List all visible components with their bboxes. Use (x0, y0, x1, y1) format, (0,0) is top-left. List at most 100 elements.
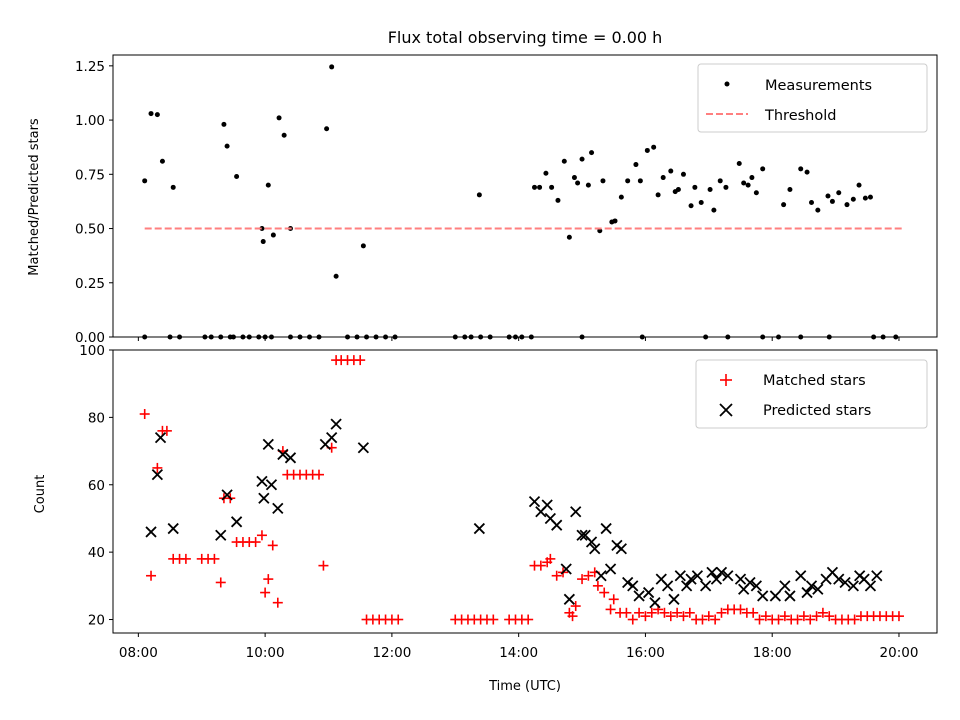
measurement-point (637, 178, 643, 184)
top-ytick-label: 1.25 (75, 59, 105, 75)
measurement-point (753, 190, 759, 196)
matched-star-point (697, 614, 708, 625)
predicted-star-point (528, 495, 541, 508)
matched-star-point (577, 574, 588, 585)
predicted-star-point (784, 590, 796, 602)
predicted-star-point (734, 573, 747, 585)
bottom-ytick-label: 40 (88, 545, 105, 561)
matched-star-point (314, 469, 324, 480)
measurement-point (276, 115, 282, 121)
top-ytick-label: 0.25 (75, 276, 105, 292)
matched-star-point (605, 604, 616, 615)
top-ylabel: Matched/Predicted stars (27, 118, 42, 276)
matched-star-point (627, 614, 638, 625)
top-panel: Flux total observing time = 0.00 h Match… (27, 28, 938, 346)
top-ytick-label: 1.00 (75, 113, 105, 129)
measurement-point (476, 192, 482, 198)
matched-star-point (355, 355, 366, 366)
matched-star-point (773, 614, 784, 625)
matched-star-point (146, 570, 157, 581)
matched-star-point (678, 611, 689, 622)
measurement-point (555, 197, 561, 203)
measurement-point (825, 193, 831, 199)
predicted-star-point (700, 580, 712, 592)
predicted-star-point (795, 570, 807, 582)
top-legend-box (697, 63, 928, 133)
matched-star-point (754, 614, 765, 625)
measurement-point (668, 168, 674, 174)
matched-star-point (488, 614, 499, 625)
matched-star-point (665, 611, 676, 622)
predicted-star-point (277, 448, 289, 461)
measurement-point (723, 184, 729, 190)
predicted-star-point (722, 570, 734, 582)
bottom-axes-frame (112, 349, 938, 634)
matched-star-point (535, 560, 546, 571)
measurement-point (633, 162, 639, 168)
bottom-panel: Count Time (UTC) 20 40 60 80 100 08:00 10:00 12… (33, 343, 938, 694)
matched-star-point (893, 611, 904, 622)
measurement-point (575, 180, 581, 186)
legend-threshold-label: Threshold (764, 108, 836, 124)
matched-star-point (523, 614, 534, 625)
predicted-star-point (779, 580, 791, 592)
predicted-star-point (576, 529, 588, 541)
bottom-ytick-label: 60 (88, 478, 105, 494)
predicted-star-point (230, 516, 243, 528)
measurement-point (680, 171, 686, 177)
matched-star-point (215, 577, 226, 588)
bottom-ytick-label: 100 (79, 343, 105, 359)
matched-star-point (250, 537, 261, 548)
measurement-point (148, 111, 154, 117)
matched-star-point (583, 570, 594, 581)
measurement-point (549, 184, 555, 190)
bottom-xtick-label: 10:00 (246, 645, 285, 661)
predicted-star-point (215, 529, 227, 541)
measurement-point (170, 184, 176, 190)
matched-star-point (849, 614, 860, 625)
matched-star-point (710, 614, 721, 625)
predicted-star-point (604, 563, 617, 575)
predicted-star-point (560, 563, 572, 575)
measurement-point (660, 175, 666, 181)
measurement-point (745, 182, 751, 188)
predicted-star-point (847, 580, 859, 592)
measurement-point (159, 158, 165, 164)
matched-star-point (139, 409, 150, 420)
legend-matched-label: Matched stars (763, 373, 866, 389)
measurement-point (741, 180, 747, 186)
predicted-star-point (563, 593, 576, 605)
matched-star-point (779, 611, 790, 622)
matched-star-point (684, 607, 695, 618)
measurement-point (760, 166, 766, 172)
predicted-star-point (633, 590, 645, 602)
measurement-point (717, 178, 723, 184)
predicted-star-point (326, 431, 338, 444)
predicted-star-point (357, 442, 370, 454)
matched-star-point (272, 597, 283, 608)
measurement-point (867, 194, 873, 200)
measurement-point (265, 182, 271, 188)
bottom-xtick-label: 16:00 (626, 645, 665, 661)
predicted-star-point (622, 576, 634, 589)
predicted-star-point (627, 580, 639, 592)
predicted-star-point (615, 543, 627, 555)
matched-star-point (267, 540, 278, 551)
measurement-point (711, 207, 717, 213)
predicted-star-point (265, 479, 278, 491)
measurement-point (815, 207, 821, 213)
measurement-point (808, 200, 814, 206)
measurement-point (707, 186, 713, 192)
legend-predicted-label: Predicted stars (763, 403, 871, 419)
matched-star-point (760, 611, 771, 622)
matched-star-point (152, 462, 163, 473)
predicted-star-point (744, 576, 756, 589)
matched-star-point (811, 611, 822, 622)
matched-star-point (180, 553, 191, 564)
predicted-star-point (589, 543, 601, 555)
bottom-xtick-label: 18:00 (753, 645, 792, 661)
predicted-star-point (284, 452, 297, 464)
matched-star-point (792, 614, 803, 625)
matched-star-point (798, 611, 809, 622)
